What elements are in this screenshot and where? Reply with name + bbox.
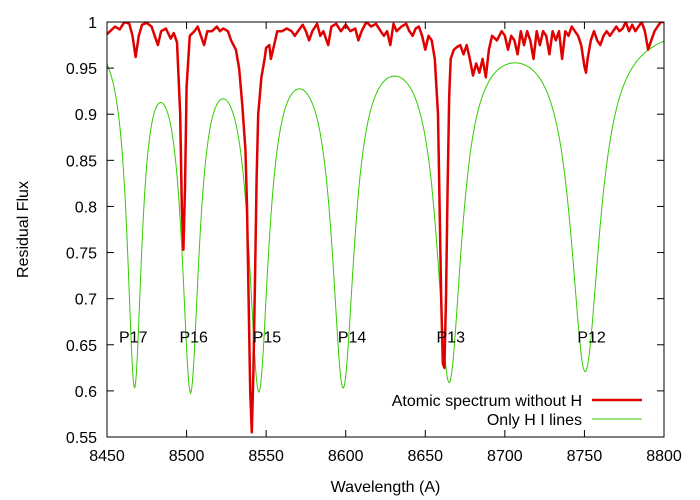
y-tick-label: 0.55 [66,430,97,447]
y-axis-label: Residual Flux [15,181,32,278]
line-label-p14: P14 [338,329,367,346]
x-tick-label: 8500 [169,448,205,465]
series-line-only-h-lines [107,40,664,395]
y-tick-label: 0.7 [75,292,97,309]
legend: Atomic spectrum without H Only H I lines [392,393,642,429]
y-tick-label: 0.9 [75,107,97,124]
plot-frame [106,21,665,438]
x-axis-label: Wavelength (A) [331,479,441,496]
line-label-p15: P15 [253,329,282,346]
y-tick-label: 0.65 [66,338,97,355]
y-tick-label: 1 [88,15,97,32]
legend-label-atomic-spectrum: Atomic spectrum without H [392,393,582,410]
series-layer [107,22,664,434]
line-label-p12: P12 [577,329,606,346]
legend-label-only-h-lines: Only H I lines [487,412,582,429]
plot-area: 8450 8500 8550 8600 8650 8700 8750 8800 0.55 0.6 0… [66,15,682,465]
x-tick-label: 8750 [567,448,603,465]
annotation-layer: P17 P16 P15 P14 P13 P12 [119,329,606,346]
y-tick-label: 0.85 [66,153,97,170]
y-tick-label: 0.75 [66,246,97,263]
x-tick-label: 8700 [487,448,523,465]
y-tick-label: 0.6 [75,384,97,401]
y-tick-label: 0.95 [66,61,97,78]
line-label-p16: P16 [179,329,208,346]
x-tick-label: 8650 [407,448,443,465]
x-tick-label: 8600 [328,448,364,465]
x-tick-label: 8450 [89,448,125,465]
x-tick-label: 8800 [646,448,682,465]
ticks-layer: 8450 8500 8550 8600 8650 8700 8750 8800 0.55 0.6 0… [66,15,682,465]
series-line-atomic-spectrum [107,22,664,434]
line-label-p17: P17 [119,329,148,346]
x-tick-label: 8550 [248,448,284,465]
y-tick-label: 0.8 [75,199,97,216]
line-label-p13: P13 [437,329,466,346]
